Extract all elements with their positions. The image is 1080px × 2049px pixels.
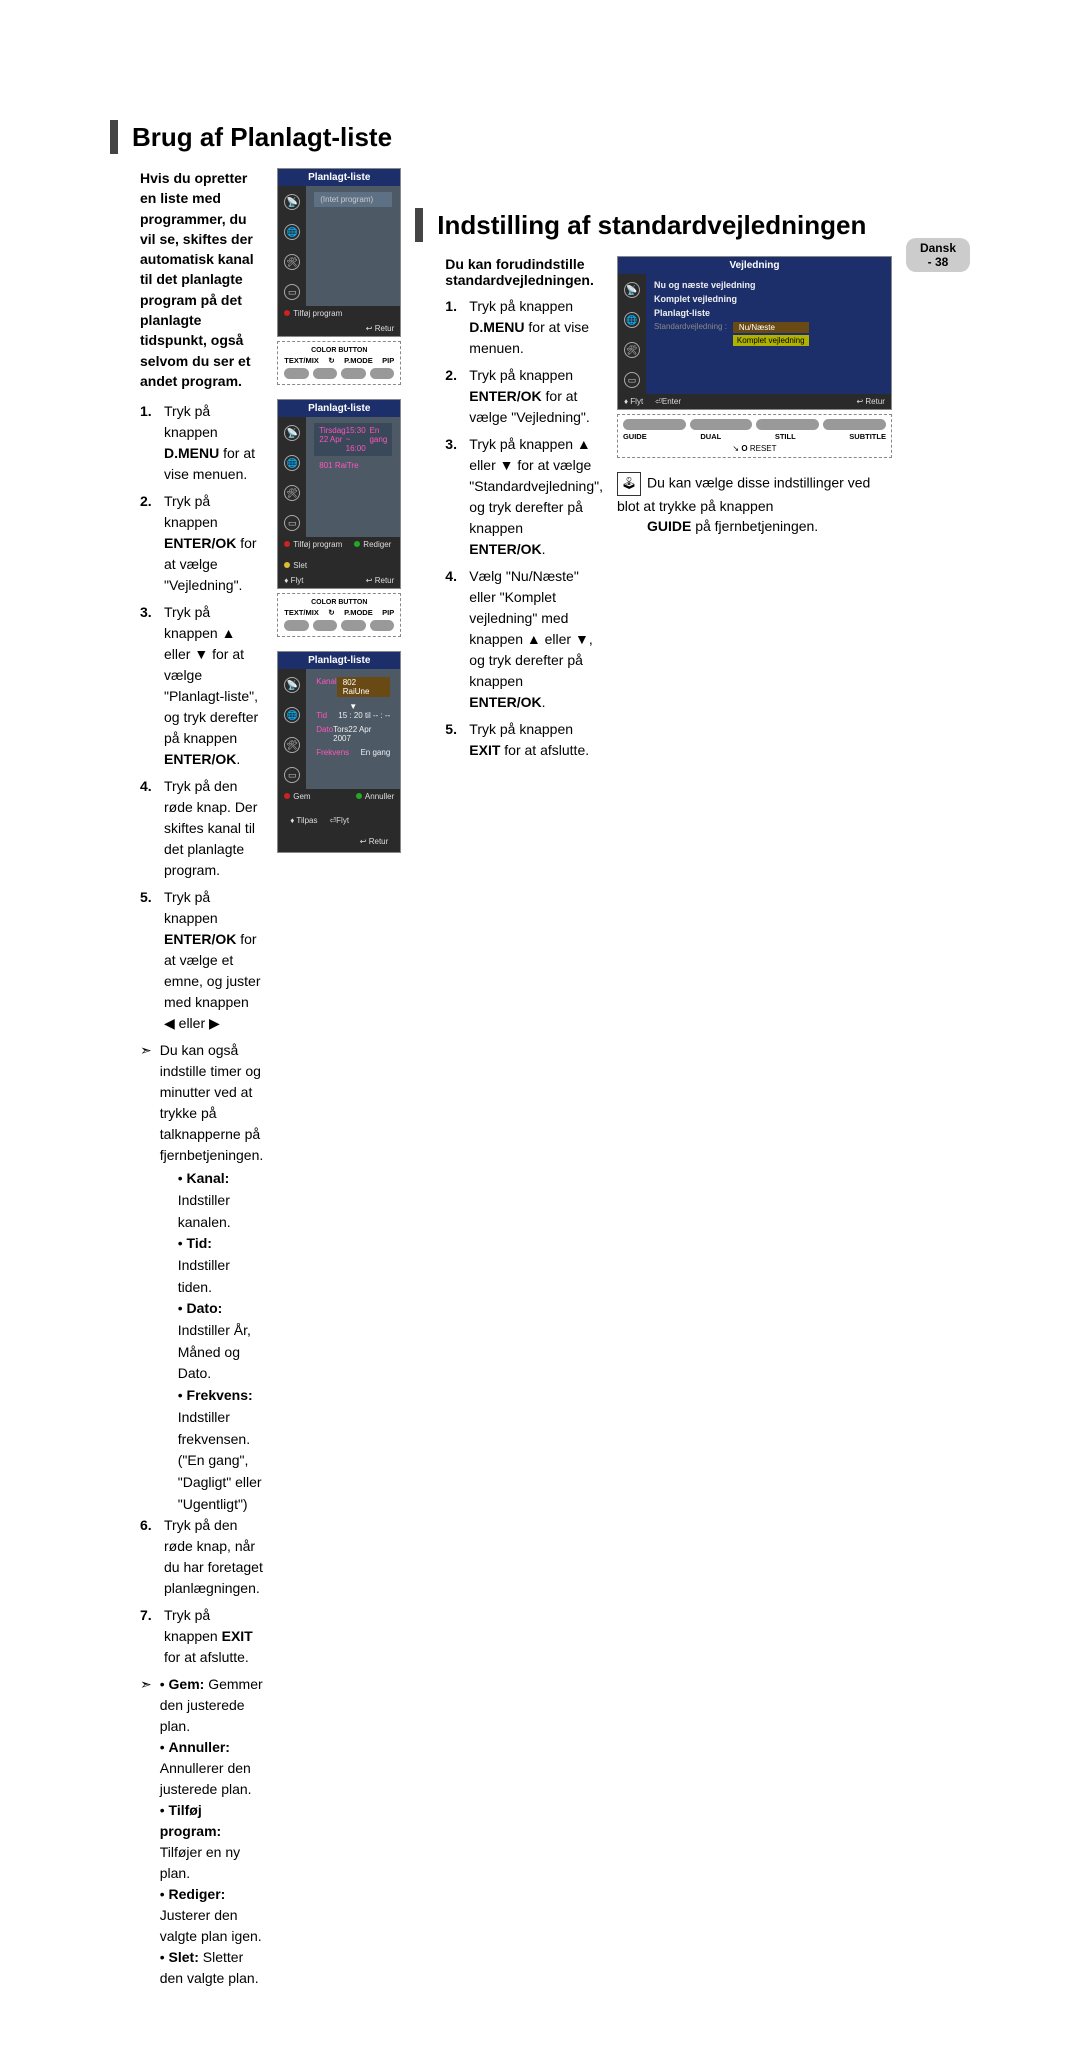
satellite-icon: 📡 — [284, 677, 300, 693]
s2-step-2: 2.Tryk på knappen ENTER/OK for at vælge … — [445, 365, 603, 428]
tv3-title: Planlagt-liste — [278, 652, 400, 669]
section-2-right: Vejledning 📡 🌐 🛠 ▭ Nu og næste vejlednin… — [617, 256, 892, 767]
screen-icon: ▭ — [284, 515, 300, 531]
s2-step-1: 1.Tryk på knappen D.MENU for at vise men… — [445, 296, 603, 359]
screen-icon: ▭ — [284, 284, 300, 300]
page-footer: Dansk - 38 — [906, 238, 970, 1989]
section-2-content: Du kan forudindstille standardvejledning… — [415, 256, 892, 767]
globe-icon: 🌐 — [284, 707, 300, 723]
section-1-title: Brug af Planlagt-liste — [132, 122, 392, 153]
field-list: • Kanal: Indstiller kanalen. • Tid: Inds… — [160, 1168, 264, 1515]
tv2-title: Planlagt-liste — [278, 400, 400, 417]
tv4-title: Vejledning — [618, 257, 891, 274]
satellite-icon: 📡 — [284, 194, 300, 210]
step-3: 3.Tryk på knappen ▲ eller ▼ for at vælge… — [140, 602, 263, 770]
section-2-title: Indstilling af standardvejledningen — [437, 210, 866, 241]
section-1-steps: 1.Tryk på knappen D.MENU for at vise men… — [140, 401, 263, 1034]
satellite-icon: 📡 — [284, 425, 300, 441]
globe-icon: 🌐 — [284, 224, 300, 240]
title-bar — [110, 120, 118, 154]
blue-button — [370, 620, 395, 631]
s2-step-4: 4.Vælg "Nu/Næste" eller "Komplet vejledn… — [445, 566, 603, 713]
red-dot-icon — [284, 793, 290, 799]
step-1: 1.Tryk på knappen D.MENU for at vise men… — [140, 401, 263, 485]
section-2-header: Indstilling af standardvejledningen — [415, 208, 892, 242]
title-bar — [415, 208, 423, 242]
tv-side-icons: 📡 🌐 🛠 ▭ — [278, 186, 306, 306]
tv-screenshot-1: Planlagt-liste 📡 🌐 🛠 ▭ (Intet program) T… — [277, 168, 401, 337]
section-1-left: Hvis du opretter en liste med programmer… — [110, 168, 263, 1989]
tools-icon: 🛠 — [624, 342, 640, 358]
tv1-title: Planlagt-liste — [278, 169, 400, 186]
pointer-icon: ➣ — [140, 1040, 152, 1515]
actions-note: ➣ • Gem: Gemmer den justerede plan. • An… — [140, 1674, 263, 1989]
red-button — [284, 368, 309, 379]
green-dot-icon — [354, 541, 360, 547]
section-1-content: Hvis du opretter en liste med programmer… — [110, 168, 970, 1989]
remote-strip-3: GUIDE DUAL STILL SUBTITLE ↘ O RESET — [617, 414, 892, 458]
section-2: Indstilling af standardvejledningen Du k… — [415, 208, 892, 1989]
remote-key-icon: 🕹 — [617, 472, 641, 496]
green-button — [313, 620, 338, 631]
red-dot-icon — [284, 541, 290, 547]
section-2-intro: Du kan forudindstille standardvejledning… — [445, 256, 603, 288]
green-button — [313, 368, 338, 379]
tv-screenshot-4: Vejledning 📡 🌐 🛠 ▭ Nu og næste vejlednin… — [617, 256, 892, 410]
red-dot-icon — [284, 310, 290, 316]
section-2-steps: 1.Tryk på knappen D.MENU for at vise men… — [445, 296, 603, 761]
yellow-button — [341, 620, 366, 631]
page-number: Dansk - 38 — [906, 238, 970, 272]
step-6: 6.Tryk på den røde knap, når du har fore… — [140, 1515, 263, 1599]
section-2-left: Du kan forudindstille standardvejledning… — [445, 256, 603, 767]
s2-step-3: 3.Tryk på knappen ▲ eller ▼ for at vælge… — [445, 434, 603, 560]
yellow-dot-icon — [284, 562, 290, 568]
globe-icon: 🌐 — [624, 312, 640, 328]
remote-strip-1: COLOR BUTTON TEXT/MIX ↻ P.MODE PIP — [277, 341, 401, 385]
screen-icon: ▭ — [624, 372, 640, 388]
tools-icon: 🛠 — [284, 254, 300, 270]
red-button — [284, 620, 309, 631]
pointer-icon: ➣ — [140, 1674, 152, 1989]
globe-icon: 🌐 — [284, 455, 300, 471]
section-1-steps-b: 6.Tryk på den røde knap, når du har fore… — [140, 1515, 263, 1668]
yellow-button — [341, 368, 366, 379]
tools-icon: 🛠 — [284, 485, 300, 501]
section-1-right: Planlagt-liste 📡 🌐 🛠 ▭ (Intet program) T… — [277, 168, 401, 1989]
screen-icon: ▭ — [284, 767, 300, 783]
s2-step-5: 5.Tryk på knappen EXIT for at afslutte. — [445, 719, 603, 761]
section-1-intro: Hvis du opretter en liste med programmer… — [140, 168, 263, 391]
guide-note: 🕹Du kan vælge disse indstillinger ved bl… — [617, 472, 892, 537]
remote-strip-2: COLOR BUTTON TEXT/MIX ↻ P.MODE PIP — [277, 593, 401, 637]
satellite-icon: 📡 — [624, 282, 640, 298]
step-2: 2.Tryk på knappen ENTER/OK for at vælge … — [140, 491, 263, 596]
step-4: 4.Tryk på den røde knap. Der skiftes kan… — [140, 776, 263, 881]
step-7: 7.Tryk på knappen EXIT for at afslutte. — [140, 1605, 263, 1668]
tv-screenshot-3: Planlagt-liste 📡 🌐 🛠 ▭ Kanal802 RaiUne ▼… — [277, 651, 401, 853]
tv-screenshot-2: Planlagt-liste 📡 🌐 🛠 ▭ Tirsdag 22 Apr 15… — [277, 399, 401, 589]
green-dot-icon — [356, 793, 362, 799]
note-1: ➣ Du kan også indstille timer og minutte… — [140, 1040, 263, 1515]
blue-button — [370, 368, 395, 379]
tools-icon: 🛠 — [284, 737, 300, 753]
section-1-header: Brug af Planlagt-liste — [110, 120, 970, 154]
step-5: 5.Tryk på knappen ENTER/OK for at vælge … — [140, 887, 263, 1034]
